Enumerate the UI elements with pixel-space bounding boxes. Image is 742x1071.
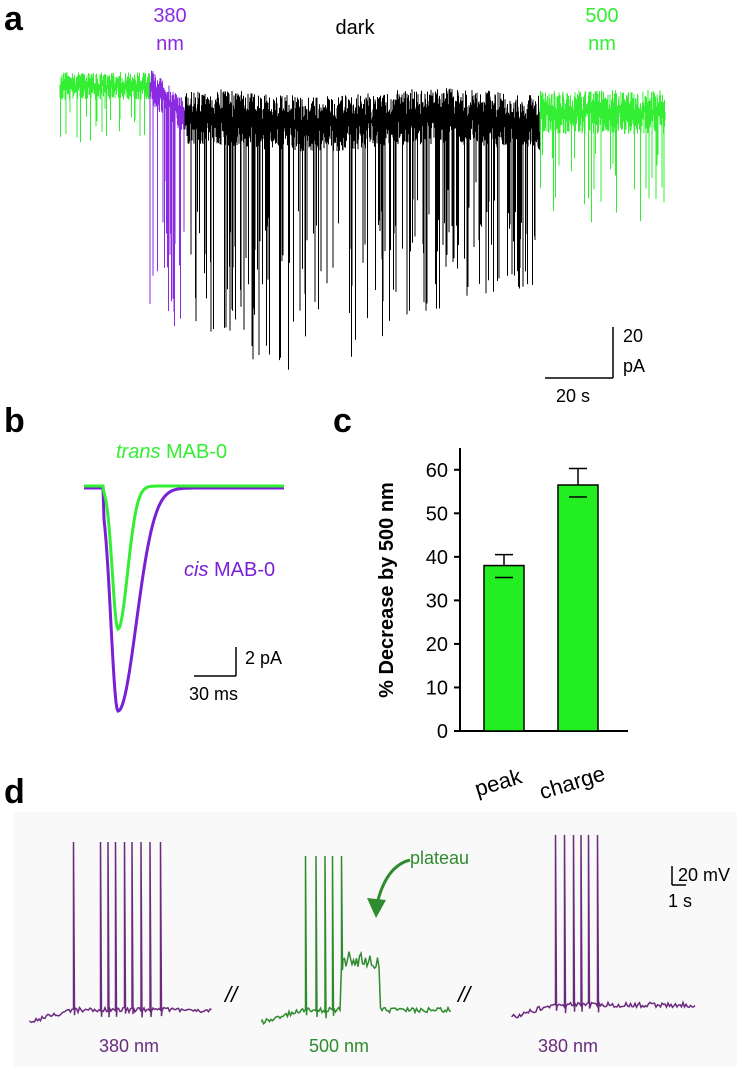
trans-label-rest: MAB-0 xyxy=(160,441,227,463)
panel-a-scale-x: 20 s xyxy=(556,386,590,406)
panel-b-traces xyxy=(84,484,284,713)
trace-d-500nm xyxy=(261,855,452,1025)
panel-d-scalebar xyxy=(671,866,686,886)
trace-d-380nm-second xyxy=(511,834,696,1019)
panel-b-letter: b xyxy=(4,402,25,440)
y-tick-label: 60 xyxy=(426,460,448,482)
panel-d-label-380-first: 380 nm xyxy=(99,1036,159,1056)
bar-charge xyxy=(557,484,599,732)
trans-mab-label: trans MAB-0 xyxy=(116,441,227,463)
y-tick-label: 50 xyxy=(426,503,448,525)
panel-b-scalebar xyxy=(194,647,237,677)
panel-d-scale-y: 20 mV xyxy=(678,865,730,885)
trace-d-380nm-first xyxy=(29,841,212,1024)
panel-a-label-380-line1: 380 xyxy=(153,5,186,27)
panel-c-bar-chart: % Decrease by 500 nm 0 10 20 30 40 50 60 peak c… xyxy=(376,448,628,804)
y-tick-label: 0 xyxy=(437,721,448,743)
panel-a-label-dark: dark xyxy=(336,17,376,39)
panel-a-scale-y-line2: pA xyxy=(623,356,645,376)
chart-error-bars xyxy=(495,467,587,579)
panel-d-background xyxy=(14,812,737,1067)
category-label-charge: charge xyxy=(536,761,608,805)
axis-break-2: // xyxy=(456,982,472,1007)
chart-bars xyxy=(483,484,599,732)
error-bar-peak xyxy=(495,553,513,579)
panel-a-label-380-line2: nm xyxy=(156,33,184,55)
panel-d-label-380-second: 380 nm xyxy=(538,1036,598,1056)
trace-a-380nm xyxy=(149,70,186,326)
axis-break-1: // xyxy=(223,982,239,1007)
panel-a-letter: a xyxy=(4,0,24,38)
panel-a-scale-y-line1: 20 xyxy=(623,326,643,346)
trace-a-dark xyxy=(184,88,541,370)
y-tick-label: 30 xyxy=(426,590,448,612)
panel-c-letter: c xyxy=(333,402,352,440)
cis-label-rest: MAB-0 xyxy=(208,559,275,581)
panel-a-label-500-line1: 500 xyxy=(585,5,618,27)
chart-y-axis-label: % Decrease by 500 nm xyxy=(376,482,398,698)
y-tick-label: 10 xyxy=(426,677,448,699)
panel-d-label-500: 500 nm xyxy=(309,1036,369,1056)
bar-peak xyxy=(483,564,525,732)
category-label-peak: peak xyxy=(472,763,526,801)
trans-label-italic: trans xyxy=(116,441,160,463)
trace-a-500nm-before xyxy=(59,72,151,143)
cis-mab-label: cis MAB-0 xyxy=(184,559,275,581)
plateau-arrow-icon xyxy=(367,858,411,918)
error-bar-charge xyxy=(569,467,587,498)
panel-d-scale-x: 1 s xyxy=(668,891,692,911)
panel-d-traces xyxy=(29,834,696,1025)
panel-d-letter: d xyxy=(4,773,25,811)
panel-a-trace xyxy=(59,70,666,370)
panel-a-scalebar xyxy=(545,327,614,379)
panel-b-scale-x: 30 ms xyxy=(189,684,238,704)
chart-y-ticks: 0 10 20 30 40 50 60 xyxy=(426,460,460,743)
trace-a-500nm-after xyxy=(539,90,666,223)
chart-category-labels: peak charge xyxy=(472,761,608,805)
cis-label-italic: cis xyxy=(184,559,208,581)
panel-b-scale-y: 2 pA xyxy=(245,648,282,668)
trace-cis-mab0 xyxy=(84,486,284,713)
y-tick-label: 40 xyxy=(426,547,448,569)
trace-trans-mab0 xyxy=(84,484,284,632)
plateau-label: plateau xyxy=(410,848,469,868)
panel-a-label-500-line2: nm xyxy=(588,33,616,55)
y-tick-label: 20 xyxy=(426,634,448,656)
